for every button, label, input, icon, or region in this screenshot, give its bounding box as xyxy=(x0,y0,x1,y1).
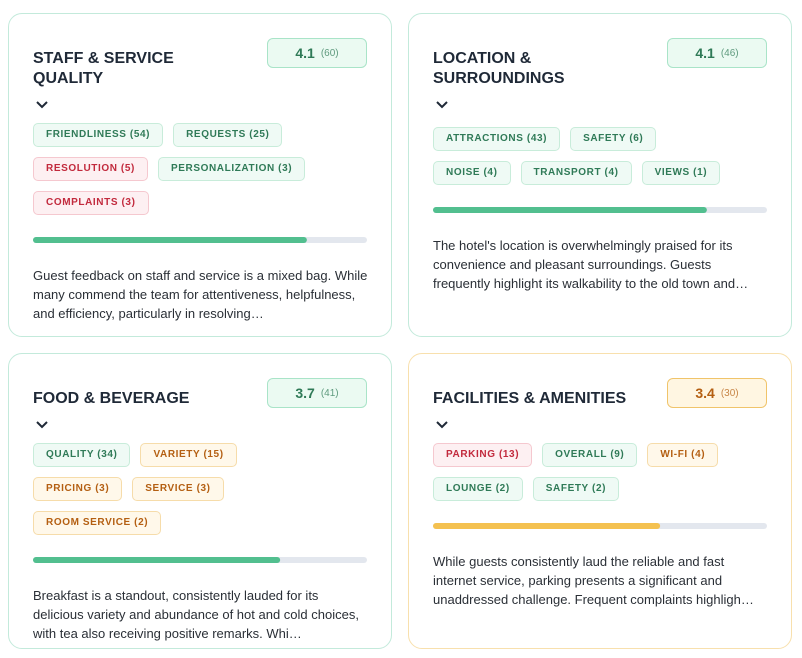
tag: RESOLUTION (5) xyxy=(33,157,148,181)
card: FOOD & BEVERAGE 3.7 (41) QUALITY (34) VARIET… xyxy=(8,353,392,649)
card: LOCATION & SURROUNDINGS 4.1 (46) ATTRACTION… xyxy=(408,13,792,337)
card-title: STAFF & SERVICE QUALITY xyxy=(33,50,174,87)
bar-fill xyxy=(33,237,307,243)
tag: OVERALL (9) xyxy=(542,443,638,467)
card: FACILITIES & AMENITIES 3.4 (30) PARKING (13… xyxy=(408,353,792,649)
tag: VARIETY (15) xyxy=(140,443,237,467)
tag: FRIENDLINESS (54) xyxy=(33,123,164,147)
card: STAFF & SERVICE QUALITY 4.1 (60) FRIENDLINE… xyxy=(8,13,392,337)
expand-chevron[interactable] xyxy=(35,97,49,111)
score: 3.7 xyxy=(295,385,315,401)
bar-fill xyxy=(433,523,661,529)
summary: Breakfast is a standout, consistently la… xyxy=(33,588,359,641)
score-bar xyxy=(433,523,767,529)
score-badge: 4.1 (60) xyxy=(267,38,367,68)
chevron-icon xyxy=(36,421,48,429)
expand-chevron[interactable] xyxy=(435,417,449,431)
review-count: (46) xyxy=(720,47,739,59)
tag: PARKING (13) xyxy=(433,443,533,467)
card-title: LOCATION & SURROUNDINGS xyxy=(433,50,565,87)
tag: VIEWS (1) xyxy=(641,161,721,185)
card-header: FOOD & BEVERAGE 3.7 (41) xyxy=(33,378,367,409)
summary: Guest feedback on staff and service is a… xyxy=(33,268,368,321)
score-bar xyxy=(33,237,367,243)
bar-fill xyxy=(433,207,707,213)
score-badge: 3.7 (41) xyxy=(267,378,367,408)
expand-chevron[interactable] xyxy=(435,97,449,111)
tag: COMPLAINTS (3) xyxy=(33,191,149,215)
tag: WI-FI (4) xyxy=(647,443,719,467)
tag-list: QUALITY (34) VARIETY (15) PRICING (3) SERVI… xyxy=(33,443,333,535)
summary: The hotel's location is overwhelmingly p… xyxy=(433,238,749,291)
score-badge: 4.1 (46) xyxy=(667,38,767,68)
score: 4.1 xyxy=(295,45,315,61)
tag: QUALITY (34) xyxy=(33,443,131,467)
tag-list: PARKING (13) OVERALL (9) WI-FI (4) LOUNGE (… xyxy=(433,443,733,501)
score: 4.1 xyxy=(695,45,715,61)
tag: SERVICE (3) xyxy=(132,477,224,501)
review-count: (30) xyxy=(720,387,739,399)
review-count: (60) xyxy=(320,47,339,59)
tag: PERSONALIZATION (3) xyxy=(157,157,306,181)
tag: LOUNGE (2) xyxy=(433,477,523,501)
score-bar xyxy=(433,207,767,213)
tag: NOISE (4) xyxy=(433,161,511,185)
chevron-icon xyxy=(436,101,448,109)
expand-chevron[interactable] xyxy=(35,417,49,431)
tag: SAFETY (2) xyxy=(532,477,620,501)
bar-fill xyxy=(33,557,281,563)
tag: TRANSPORT (4) xyxy=(520,161,632,185)
tag-list: ATTRACTIONS (43) SAFETY (6) NOISE (4) TRANS… xyxy=(433,127,733,185)
tag: ATTRACTIONS (43) xyxy=(433,127,561,151)
card-title: FACILITIES & AMENITIES xyxy=(433,390,627,407)
score: 3.4 xyxy=(695,385,715,401)
card-header: LOCATION & SURROUNDINGS 4.1 (46) xyxy=(433,38,767,89)
tag: REQUESTS (25) xyxy=(173,123,283,147)
score-badge: 3.4 (30) xyxy=(667,378,767,408)
review-count: (41) xyxy=(320,387,339,399)
card-title: FOOD & BEVERAGE xyxy=(33,390,190,407)
tag-list: FRIENDLINESS (54) REQUESTS (25) RESOLUTION… xyxy=(33,123,333,215)
chevron-icon xyxy=(36,101,48,109)
tag: SAFETY (6) xyxy=(570,127,657,151)
card-header: STAFF & SERVICE QUALITY 4.1 (60) xyxy=(33,38,367,89)
summary: While guests consistently laud the relia… xyxy=(433,554,754,607)
chevron-icon xyxy=(436,421,448,429)
tag: PRICING (3) xyxy=(33,477,123,501)
tag: ROOM SERVICE (2) xyxy=(33,511,162,535)
card-header: FACILITIES & AMENITIES 3.4 (30) xyxy=(433,378,767,409)
score-bar xyxy=(33,557,367,563)
